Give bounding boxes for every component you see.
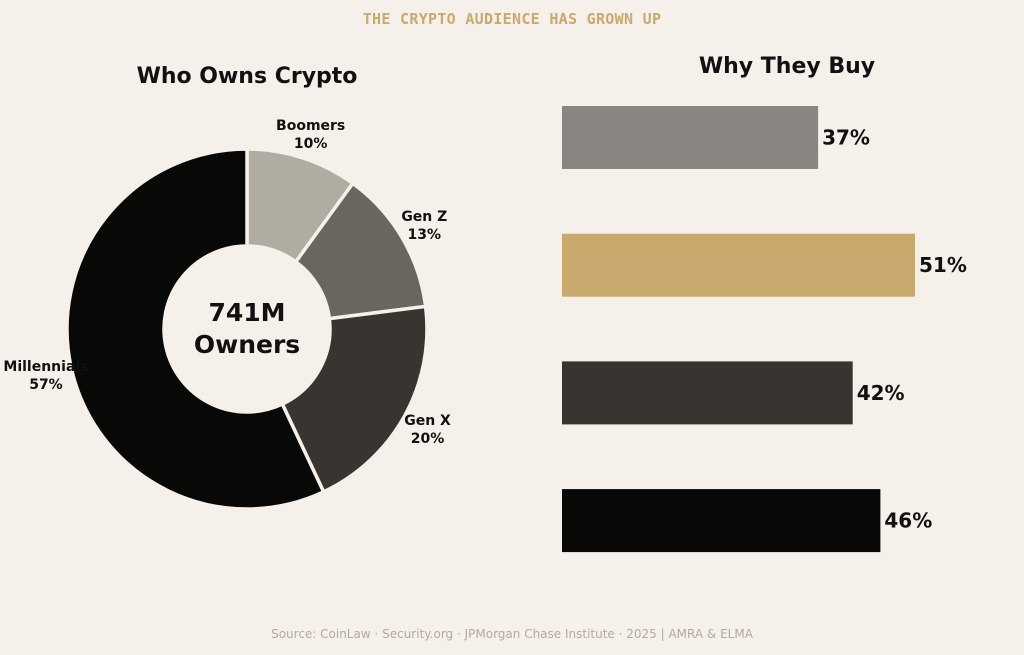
donut-slice-gen-z: [293, 180, 428, 321]
bar-chart: 37% 51% 42% 46%: [562, 106, 967, 553]
donut-value-gen-z: 13%: [408, 227, 442, 243]
donut-label-boomers: Boomers: [276, 118, 345, 134]
bar-value-label-3: 42%: [857, 381, 905, 405]
bar-value-label-1: 37%: [822, 126, 870, 150]
bar-1: [562, 106, 819, 169]
bar-2: [562, 233, 915, 297]
donut-value-boomers: 10%: [294, 136, 328, 152]
donut-chart-title: Who Owns Crypto: [137, 64, 358, 89]
donut-chart: Boomers 10% Gen Z 13% Gen X 20% Millennials 57%…: [3, 118, 451, 511]
source-note: Source: CoinLaw · Security.org · JPMorga…: [271, 627, 753, 641]
donut-center-label-line-1: 741M: [208, 298, 285, 327]
donut-value-millennials: 57%: [29, 377, 63, 393]
donut-slice-millennials: [65, 147, 326, 511]
donut-slice-gen-x: [280, 304, 429, 495]
suptitle: THE CRYPTO AUDIENCE HAS GROWN UP: [362, 10, 662, 28]
donut-label-gen-z: Gen Z: [401, 209, 447, 225]
bar-value-label-2: 51%: [919, 253, 967, 277]
donut-label-millennials: Millennials: [3, 359, 88, 375]
bar-4: [562, 489, 881, 553]
bar-value-label-4: 46%: [884, 509, 932, 533]
bar-chart-title: Why They Buy: [699, 54, 875, 79]
bar-3: [562, 361, 853, 425]
donut-label-gen-x: Gen X: [404, 413, 451, 429]
donut-value-gen-x: 20%: [411, 431, 445, 447]
donut-center-label-line-2: Owners: [194, 330, 300, 359]
